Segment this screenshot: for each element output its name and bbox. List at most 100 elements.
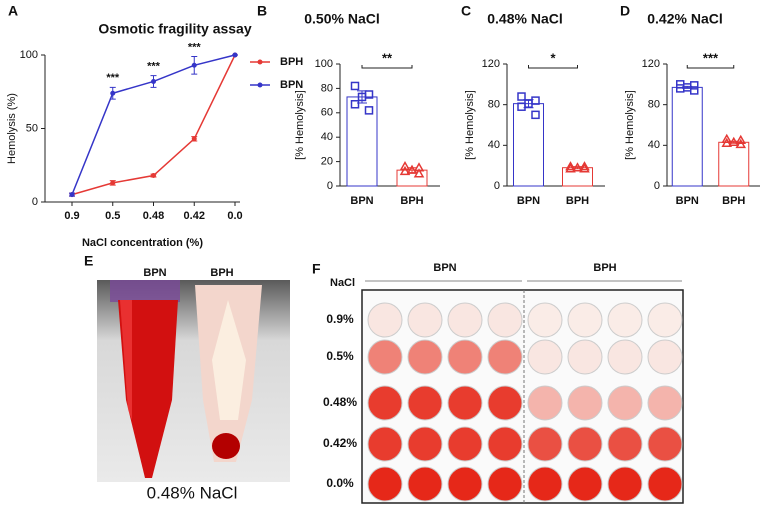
data-point xyxy=(517,92,526,101)
well xyxy=(367,426,403,462)
y-tick-label: 40 xyxy=(321,131,333,143)
column-label: BPH xyxy=(593,262,616,274)
y-tick-label: 20 xyxy=(321,156,333,168)
x-tick-label: 0.48 xyxy=(143,210,164,222)
point xyxy=(110,90,116,96)
x-tick-label: 0.0 xyxy=(227,210,242,222)
well xyxy=(527,385,563,421)
tube-photo xyxy=(97,280,290,482)
well xyxy=(567,302,603,338)
well xyxy=(647,466,683,502)
row-label: 0.5% xyxy=(326,349,354,363)
legend-marker xyxy=(257,59,263,65)
well xyxy=(447,385,483,421)
chart-title: 0.42% NaCl xyxy=(647,11,722,27)
data-point xyxy=(350,81,360,91)
well xyxy=(647,426,683,462)
data-point xyxy=(721,137,733,148)
legend-marker xyxy=(257,82,263,88)
significance-bracket xyxy=(361,65,413,69)
data-point xyxy=(735,134,747,144)
data-point xyxy=(399,160,411,171)
significance: *** xyxy=(703,50,719,65)
y-tick-label: 0 xyxy=(654,180,660,192)
well xyxy=(447,339,483,375)
data-point xyxy=(413,168,425,178)
x-tick-label: BPH xyxy=(722,195,745,207)
data-point xyxy=(406,164,418,174)
well xyxy=(407,302,443,338)
x-tick-label: BPH xyxy=(400,195,423,207)
significance-bracket xyxy=(686,65,735,69)
well xyxy=(607,466,643,502)
well xyxy=(647,385,683,421)
row-title: NaCl xyxy=(330,277,355,289)
point xyxy=(191,136,197,142)
row-label: 0.42% xyxy=(323,436,357,450)
chart-title: 0.48% NaCl xyxy=(487,11,562,27)
panel-label: B xyxy=(257,3,267,19)
well xyxy=(447,426,483,462)
wells xyxy=(367,302,683,502)
x-axis-label: NaCl concentration (%) xyxy=(82,237,203,249)
x-tick-label: BPN xyxy=(676,195,699,207)
well xyxy=(527,302,563,338)
y-tick-label: 100 xyxy=(315,58,333,70)
row-label: 0.0% xyxy=(326,476,354,490)
well xyxy=(567,426,603,462)
row-label: 0.48% xyxy=(323,395,357,409)
y-tick-label: 60 xyxy=(321,107,333,119)
well xyxy=(607,339,643,375)
y-tick-label: 0 xyxy=(32,196,38,208)
well xyxy=(367,466,403,502)
well xyxy=(527,339,563,375)
y-tick-label: 50 xyxy=(26,122,38,134)
data-point xyxy=(517,102,526,111)
data-point xyxy=(364,106,374,115)
bar xyxy=(718,141,750,187)
well xyxy=(407,426,443,462)
well xyxy=(647,302,683,338)
point xyxy=(191,62,197,68)
y-tick-label: 80 xyxy=(648,99,660,111)
panel-label: E xyxy=(84,253,93,269)
significance: ** xyxy=(382,50,393,65)
significance: * xyxy=(550,50,556,65)
caption: 0.48% NaCl xyxy=(147,483,238,502)
x-tick-label: 0.9 xyxy=(64,210,79,222)
data-point xyxy=(690,86,699,95)
column-label: BPH xyxy=(210,267,233,279)
y-axis-label: [% Hemolysis] xyxy=(624,90,636,160)
point xyxy=(110,180,116,186)
annotation: *** xyxy=(106,72,120,84)
well xyxy=(407,339,443,375)
well xyxy=(607,426,643,462)
panel-label: D xyxy=(620,3,630,19)
data-point xyxy=(357,92,367,102)
well xyxy=(527,426,563,462)
point xyxy=(151,173,156,179)
point xyxy=(69,192,75,198)
well xyxy=(367,302,403,338)
data-point xyxy=(531,96,540,105)
data-point xyxy=(565,161,576,171)
data-point xyxy=(579,163,590,173)
data-point xyxy=(572,162,583,172)
y-tick-label: 120 xyxy=(642,58,660,70)
y-tick-label: 0 xyxy=(494,180,500,192)
data-point xyxy=(735,138,747,149)
data-point xyxy=(565,163,576,173)
well xyxy=(487,302,523,338)
panel-label: F xyxy=(312,261,321,277)
well xyxy=(367,385,403,421)
well xyxy=(647,339,683,375)
well xyxy=(367,339,403,375)
legend-label: BPN xyxy=(280,79,303,91)
legend-label: BPH xyxy=(280,56,303,68)
annotation: *** xyxy=(147,60,161,72)
row-label: 0.9% xyxy=(326,312,354,326)
well xyxy=(607,302,643,338)
well xyxy=(447,466,483,502)
panel-label: A xyxy=(8,3,18,19)
